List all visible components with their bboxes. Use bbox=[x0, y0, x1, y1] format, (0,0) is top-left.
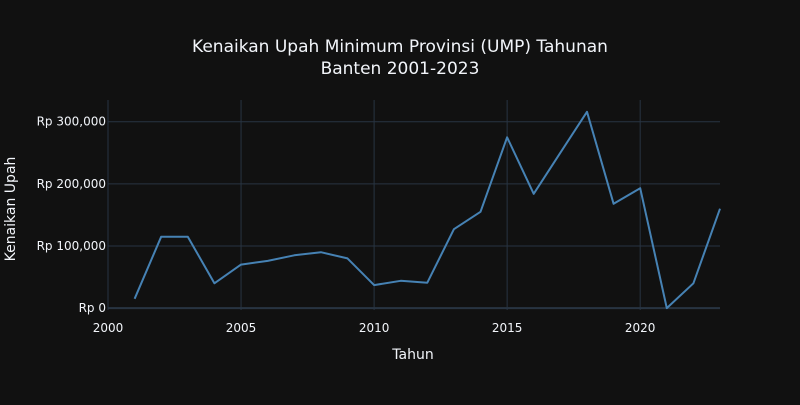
y-axis-title: Kenaikan Upah bbox=[3, 157, 19, 262]
series-line bbox=[133, 110, 721, 310]
y-tick-label: Rp 100,000 bbox=[37, 239, 106, 253]
grid-lines bbox=[107, 100, 720, 310]
x-tick-label: 2005 bbox=[226, 321, 257, 335]
chart-subtitle: Banten 2001-2023 bbox=[321, 59, 480, 79]
x-tick-labels: 2000 2005 2010 2015 2020 bbox=[93, 321, 656, 335]
x-tick-label: 2010 bbox=[359, 321, 390, 335]
x-tick-label: 2000 bbox=[93, 321, 124, 335]
y-tick-label: Rp 300,000 bbox=[37, 115, 106, 129]
x-tick-label: 2015 bbox=[492, 321, 523, 335]
x-tick-label: 2020 bbox=[625, 321, 656, 335]
y-tick-label: Rp 0 bbox=[79, 301, 106, 315]
chart-title: Kenaikan Upah Minimum Provinsi (UMP) Tah… bbox=[192, 37, 608, 57]
x-axis-title: Tahun bbox=[391, 347, 433, 363]
y-tick-labels: Rp 0 Rp 100,000 Rp 200,000 Rp 300,000 bbox=[37, 115, 106, 315]
series-lines bbox=[133, 110, 721, 310]
y-tick-label: Rp 200,000 bbox=[37, 177, 106, 191]
